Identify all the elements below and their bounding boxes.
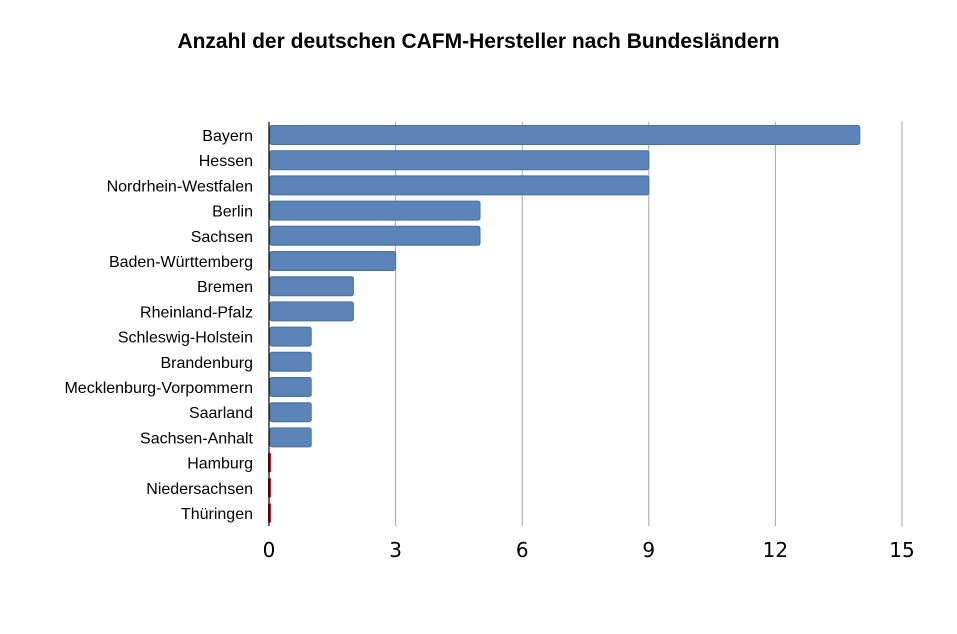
category-label: Hessen bbox=[199, 153, 253, 170]
category-labels: Bayern Hessen Nordrhein-Westfalen Berlin Sac… bbox=[64, 128, 253, 523]
category-label: Rheinland-Pfalz bbox=[140, 304, 253, 321]
chart-title: Anzahl der deutschen CAFM-Hersteller nac… bbox=[177, 30, 780, 53]
category-label: Bremen bbox=[197, 279, 253, 296]
bar bbox=[269, 150, 650, 171]
bar bbox=[269, 427, 312, 448]
x-tick-label: 9 bbox=[642, 538, 655, 562]
category-label: Niedersachsen bbox=[146, 481, 253, 498]
category-label: Berlin bbox=[212, 204, 253, 221]
bar bbox=[269, 125, 861, 145]
x-tick-label: 0 bbox=[263, 538, 276, 562]
category-label: Thüringen bbox=[181, 506, 253, 523]
bar bbox=[269, 351, 312, 372]
bar bbox=[269, 175, 650, 196]
category-label: Sachsen-Anhalt bbox=[140, 430, 254, 447]
category-label: Nordrhein-Westfalen bbox=[107, 178, 253, 195]
x-tick-label: 12 bbox=[763, 538, 788, 562]
bar bbox=[269, 200, 481, 221]
bar bbox=[269, 402, 312, 423]
bar bbox=[269, 301, 354, 322]
bar bbox=[269, 377, 312, 397]
category-label: Mecklenburg-Vorpommern bbox=[64, 380, 253, 397]
x-tick-label: 3 bbox=[389, 538, 402, 562]
category-label: Bayern bbox=[202, 128, 253, 145]
x-tick-label: 6 bbox=[516, 538, 529, 562]
bar bbox=[269, 225, 481, 246]
bar bbox=[269, 276, 354, 297]
grid-lines bbox=[395, 122, 903, 526]
bars bbox=[268, 125, 861, 523]
category-label: Brandenburg bbox=[160, 355, 253, 372]
bar bbox=[269, 251, 397, 271]
bar bbox=[269, 326, 312, 347]
x-tick-label: 15 bbox=[889, 538, 914, 562]
category-label: Sachsen bbox=[191, 229, 253, 246]
category-label: Baden-Württemberg bbox=[109, 254, 253, 271]
category-label: Saarland bbox=[189, 405, 253, 422]
x-axis-tick-labels: 0 3 6 9 12 15 bbox=[263, 538, 915, 562]
category-label: Hamburg bbox=[187, 456, 253, 473]
category-label: Schleswig-Holstein bbox=[118, 330, 253, 347]
